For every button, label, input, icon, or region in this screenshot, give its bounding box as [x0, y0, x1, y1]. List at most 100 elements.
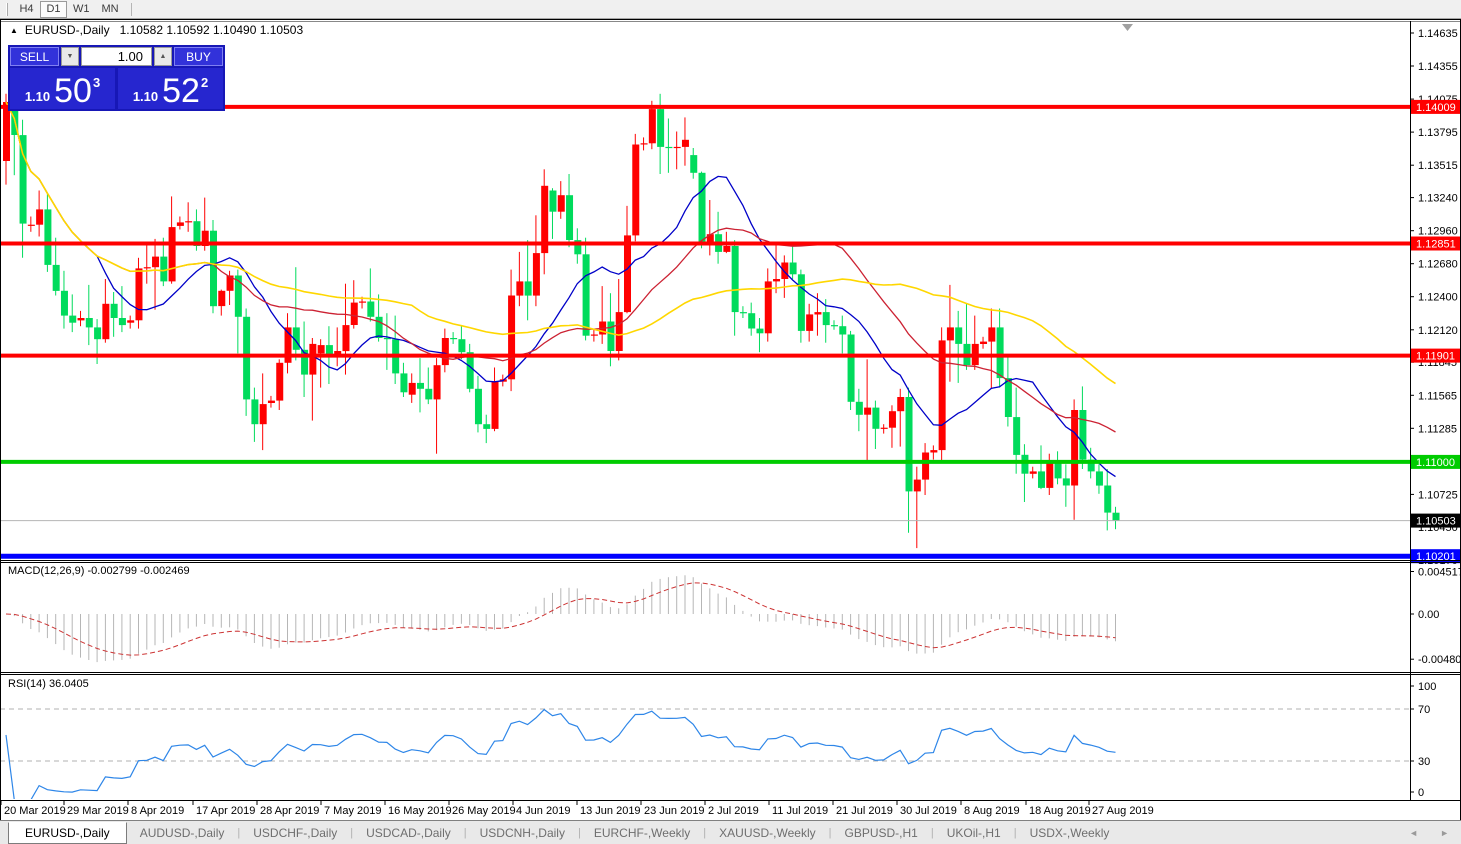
tab-xauusd-weekly[interactable]: XAUUSD-,Weekly: [719, 825, 816, 840]
candle: [599, 286, 607, 344]
macd-axis-label: 0.004517: [1418, 567, 1461, 579]
price-axis-label: 1.12960: [1418, 226, 1458, 238]
tab-usdx-weekly[interactable]: USDX-,Weekly: [1029, 825, 1110, 840]
candle: [1004, 354, 1012, 427]
candle: [1112, 506, 1120, 530]
svg-text:1.11901: 1.11901: [1416, 351, 1455, 363]
candle: [549, 188, 557, 239]
tab-ukoil-h1[interactable]: UKOil-,H1: [946, 825, 1001, 840]
candle: [880, 424, 888, 434]
chart-tabs-bar: EURUSD-,Daily AUDUSD-,Daily | USDCHF-,Daily…: [0, 820, 1461, 844]
collapse-panel-icon[interactable]: ▲: [10, 26, 18, 35]
tabs-scroll-right-icon[interactable]: ►: [1440, 827, 1449, 838]
candle: [831, 320, 838, 330]
candle: [855, 388, 863, 432]
candle: [541, 169, 549, 275]
tab-usdcad-daily[interactable]: USDCAD-,Daily: [366, 825, 451, 840]
volume-increase-button[interactable]: ▲: [154, 47, 172, 66]
price-label-1.10503: 1.10503: [1411, 513, 1460, 528]
time-axis-label: 23 Jun 2019: [644, 805, 705, 817]
candle: [1029, 466, 1037, 479]
candle: [491, 367, 499, 432]
time-axis-label: 11 Jul 2019: [772, 805, 828, 817]
timeframe-button-w1[interactable]: W1: [73, 2, 90, 15]
timeframe-toolbar: H4 D1 W1 MN: [0, 0, 1461, 19]
volume-input[interactable]: [81, 47, 152, 66]
candle: [69, 294, 77, 333]
candle: [408, 373, 416, 403]
tab-eurusd-daily[interactable]: EURUSD-,Daily: [8, 821, 127, 844]
price-axis-label: 1.13795: [1418, 127, 1458, 139]
timeframe-button-mn[interactable]: MN: [101, 2, 119, 15]
candle: [292, 267, 300, 361]
time-axis: 20 Mar 2019 29 Mar 2019 8 Apr 2019 17 Apr 2…: [0, 800, 1154, 817]
rsi-value: 36.0405: [48, 678, 89, 690]
candle: [615, 279, 623, 361]
candle: [276, 359, 284, 410]
candle: [417, 358, 424, 413]
candle: [673, 131, 681, 170]
candle: [375, 294, 383, 342]
time-axis-label: 28 Apr 2019: [260, 805, 319, 817]
sell-price-prefix: 1.10: [24, 89, 51, 104]
candle: [251, 387, 259, 442]
candle: [756, 318, 764, 353]
candle: [19, 119, 27, 258]
buy-price-display[interactable]: 1.10 52 2: [118, 68, 223, 109]
tab-separator: |: [237, 826, 241, 839]
rsi-line: [5, 708, 1116, 799]
candle: [85, 284, 93, 346]
timeframe-button-h4[interactable]: H4: [19, 2, 34, 15]
candle: [897, 388, 905, 447]
tab-eurchf-weekly[interactable]: EURCHF-,Weekly: [593, 825, 691, 840]
volume-decrease-button[interactable]: ▼: [61, 47, 79, 66]
candle: [624, 205, 631, 314]
timeframe-button-d1[interactable]: D1: [40, 0, 67, 18]
candle: [922, 443, 930, 495]
candle: [963, 303, 971, 370]
price-axis-label: 1.12400: [1418, 292, 1458, 304]
time-axis-label: 7 May 2019: [324, 805, 381, 817]
time-axis-label: 20 Mar 2019: [4, 805, 66, 817]
svg-text:1.10201: 1.10201: [1416, 551, 1456, 563]
candle: [516, 251, 524, 307]
candle: [698, 171, 706, 249]
candle: [1021, 444, 1029, 502]
time-axis-label: 21 Jul 2019: [836, 805, 893, 817]
triangle-down-icon: ▼: [66, 52, 74, 60]
price-axis-label: 1.13515: [1418, 160, 1458, 172]
tab-usdcnh-daily[interactable]: USDCNH-,Daily: [479, 825, 565, 840]
tab-audusd-daily[interactable]: AUDUSD-,Daily: [139, 825, 225, 840]
candle: [44, 194, 52, 272]
rsi-indicator-label: RSI(14) 36.0405: [8, 678, 89, 690]
tab-usdchf-daily[interactable]: USDCHF-,Daily: [253, 825, 338, 840]
candle: [566, 174, 574, 248]
time-axis-label: 2 Jul 2019: [708, 805, 759, 817]
candle: [748, 302, 756, 336]
sell-button[interactable]: SELL: [10, 47, 59, 66]
price-axis-label: 1.14635: [1418, 28, 1458, 40]
candle: [102, 279, 110, 343]
candle: [433, 358, 441, 454]
tab-gbpusd-h1[interactable]: GBPUSD-,H1: [844, 825, 918, 840]
time-axis-label: 4 Jun 2019: [516, 805, 570, 817]
toolbar-separator: [130, 2, 132, 16]
price-axis-label: 1.11285: [1418, 423, 1457, 435]
candle: [690, 148, 698, 179]
candle: [524, 240, 532, 321]
tabs-scroll-left-icon[interactable]: ◄: [1409, 827, 1419, 838]
price-label-1.11000: 1.11000: [1411, 454, 1460, 469]
price-axis-label: 1.13240: [1418, 193, 1458, 205]
candle: [317, 339, 325, 388]
buy-button[interactable]: BUY: [174, 47, 223, 66]
sell-price-display[interactable]: 1.10 50 3: [10, 68, 115, 109]
candle: [342, 283, 350, 375]
candle: [839, 315, 847, 354]
candle: [1095, 464, 1103, 494]
time-axis-label: 13 Jun 2019: [580, 805, 641, 817]
candle: [1054, 451, 1062, 485]
candle: [930, 445, 938, 460]
macd-signal-line: [5, 582, 1116, 656]
buy-price-prefix: 1.10: [132, 89, 159, 104]
